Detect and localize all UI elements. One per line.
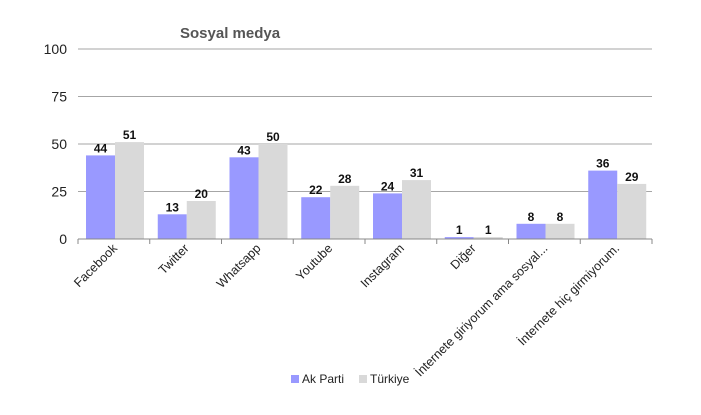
data-label: 31 (410, 166, 424, 180)
legend-swatch (359, 375, 367, 383)
data-label: 51 (123, 128, 137, 142)
y-tick-label: 25 (51, 184, 67, 200)
category-label: Youtube (293, 241, 335, 283)
y-axis-ticks: 0 25 50 75 100 (44, 41, 68, 247)
legend-label: Türkiye (370, 372, 410, 386)
data-label: 50 (266, 130, 280, 144)
gridlines (78, 48, 652, 192)
chart-title: Sosyal medya (180, 25, 281, 42)
data-label: 36 (596, 157, 610, 171)
data-label: 28 (338, 172, 352, 186)
y-tick-label: 50 (51, 136, 67, 152)
bar (473, 237, 503, 239)
legend: Ak Parti Türkiye (291, 372, 410, 386)
y-tick-label: 75 (51, 89, 67, 105)
bar (617, 183, 647, 239)
bar (545, 223, 575, 239)
bar (373, 193, 402, 239)
data-label: 1 (456, 223, 463, 237)
data-label: 20 (195, 187, 209, 201)
bars (86, 142, 647, 239)
category-label: Facebook (71, 241, 120, 290)
category-label: Twitter (156, 241, 192, 277)
category-labels: Facebook Twitter Whatsapp Youtube Instagram D… (71, 241, 622, 380)
bar (444, 237, 474, 239)
data-label: 44 (94, 141, 108, 155)
bar (229, 157, 259, 239)
legend-label: Ak Parti (302, 372, 344, 386)
x-axis (77, 238, 653, 244)
data-label: 8 (528, 210, 535, 224)
category-label: Diğer (448, 241, 479, 272)
y-tick-label: 100 (44, 41, 68, 57)
bar (157, 214, 187, 239)
data-label: 1 (485, 223, 492, 237)
bar (258, 144, 288, 239)
bar (186, 201, 216, 239)
bar (330, 185, 360, 239)
bar (402, 180, 431, 239)
data-label: 22 (309, 183, 323, 197)
data-label: 8 (557, 210, 564, 224)
bar (588, 170, 618, 239)
category-label: İnternete giriyorum ama sosyal... (412, 241, 550, 379)
category-label: Whatsapp (214, 241, 264, 291)
y-tick-label: 0 (59, 231, 67, 247)
data-labels: 44 51 13 20 43 50 22 28 24 31 1 1 8 8 36 29 (94, 128, 639, 237)
bar (115, 142, 144, 239)
bar (516, 223, 546, 239)
bar (86, 155, 115, 239)
category-label: Instagram (358, 241, 407, 290)
data-label: 29 (625, 170, 639, 184)
data-label: 43 (237, 143, 251, 157)
data-label: 24 (381, 179, 395, 193)
legend-swatch (291, 375, 299, 383)
data-label: 13 (166, 200, 180, 214)
bar (301, 197, 331, 239)
